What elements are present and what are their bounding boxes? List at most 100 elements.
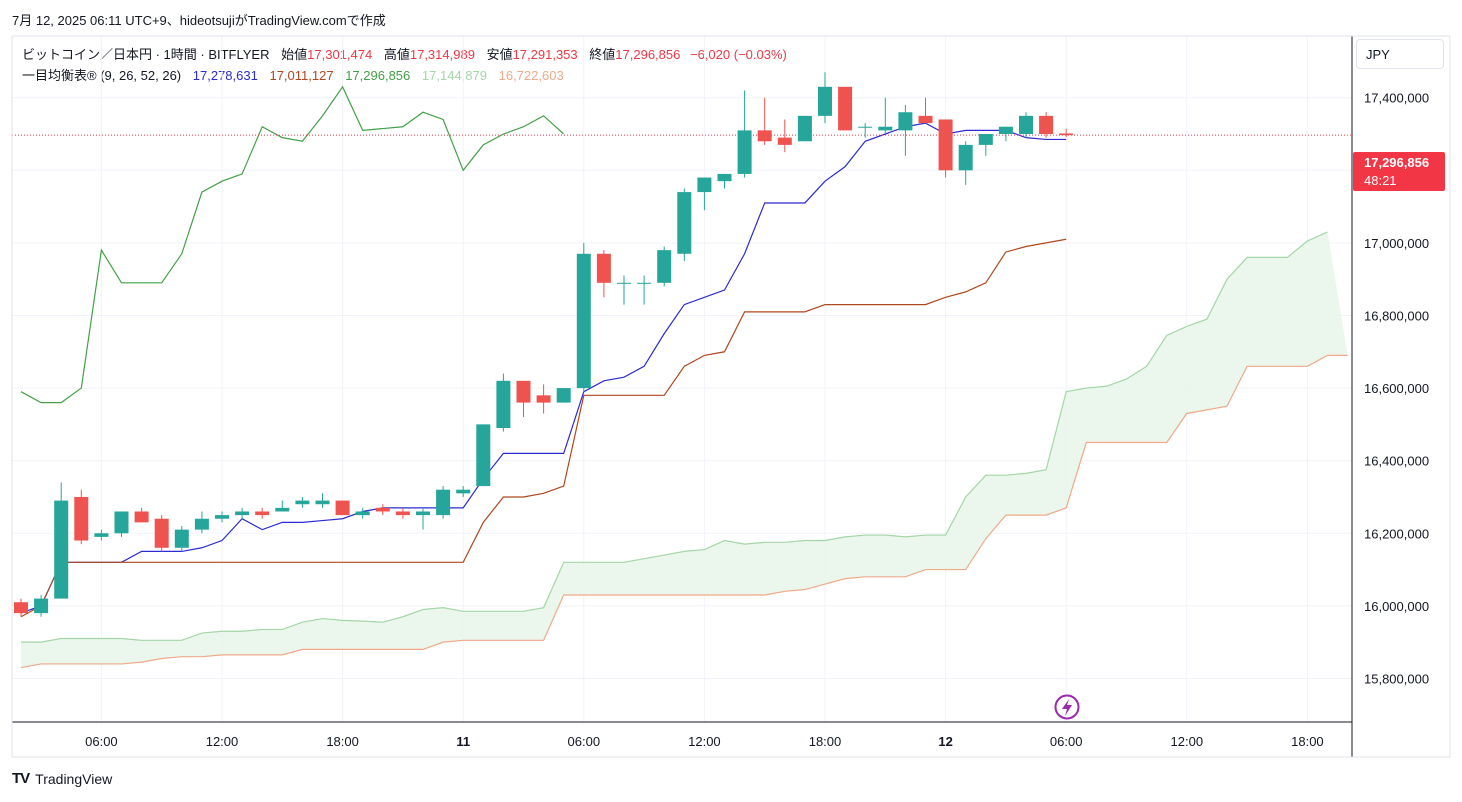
tenkan-value: 17,278,631 [192, 68, 258, 83]
axes [11, 35, 1451, 758]
candle-body [737, 130, 752, 174]
candle-body [717, 173, 732, 182]
time-tick-label: 06:00 [1050, 734, 1083, 749]
span-a-value: 17,144,879 [421, 68, 487, 83]
candle-body [617, 282, 631, 284]
candle-body [536, 395, 551, 403]
low-label: 安値 [486, 47, 513, 62]
chikou-value: 17,296,856 [345, 68, 411, 83]
low-value: 17,291,353 [512, 47, 578, 62]
candle-body [476, 424, 491, 487]
candle-body [858, 126, 873, 128]
candle-body [416, 511, 430, 516]
candle-body [114, 511, 129, 534]
open-value: 17,301,474 [307, 47, 373, 62]
candle-body [677, 192, 692, 254]
change-value: −6,020 (−0.03%) [690, 47, 787, 62]
high-value: 17,314,989 [409, 47, 475, 62]
candle-body [34, 598, 49, 614]
price-tick-label: 15,800,000 [1364, 671, 1429, 686]
last-price-tag-bg [1353, 152, 1445, 191]
close-value: 17,296,856 [615, 47, 681, 62]
time-axis[interactable]: 06:00 12:00 18:00 11 06:00 12:00 18:00 12 06:00 1… [85, 734, 1324, 749]
close-label: 終値 [589, 47, 616, 62]
candle-body [194, 518, 209, 530]
candle-body [74, 496, 89, 541]
candles [14, 72, 1074, 617]
candle-body [14, 602, 28, 614]
candle-body [315, 500, 330, 505]
candle-body [576, 253, 591, 389]
ichimoku-cloud [21, 232, 1348, 668]
candle-body [215, 515, 229, 519]
time-tick-label: 18:00 [809, 734, 842, 749]
indicator-row: 一目均衡表® (9, 26, 52, 26) 17,278,631 17,011… [22, 65, 787, 86]
time-tick-label: 18:00 [1291, 734, 1324, 749]
candle-body [516, 380, 531, 403]
chart-caption: 7月 12, 2025 06:11 UTC+9、hideotsujiがTradi… [12, 13, 386, 28]
candle-body [958, 144, 973, 171]
time-tick-label: 06:00 [568, 734, 601, 749]
candle-body [235, 511, 250, 516]
cloud-fill [21, 232, 1348, 668]
line-kijun [20, 238, 1067, 618]
candle-body [395, 511, 410, 516]
candle-body [757, 130, 772, 142]
price-axis[interactable]: 15,800,000 16,000,000 16,200,000 16,400,000… [1364, 91, 1429, 687]
candle-body [94, 533, 109, 537]
candle-body [556, 388, 571, 403]
currency-button[interactable]: JPY [1356, 39, 1444, 69]
price-chart[interactable]: 15,800,000 16,000,000 16,200,000 16,400,000… [0, 0, 1462, 760]
candle-body [174, 529, 189, 548]
line-spanb [20, 354, 1348, 669]
candle-body [998, 126, 1013, 134]
brand-name: TradingView [35, 770, 113, 787]
candle-body [637, 282, 652, 284]
high-label: 高値 [383, 47, 410, 62]
candle-body [255, 511, 270, 516]
candle-body [697, 177, 712, 193]
line-tenkan [20, 122, 1067, 614]
candle-body [938, 119, 953, 171]
footer-brand[interactable]: TV TradingView [12, 770, 112, 787]
grid-lines [12, 36, 1352, 722]
candle-body [878, 126, 893, 131]
candle-body [154, 518, 169, 548]
price-tick-label: 17,400,000 [1364, 91, 1429, 106]
price-tick-label: 16,000,000 [1364, 599, 1429, 614]
line-chikou [20, 85, 565, 404]
time-tick-label: 12 [938, 734, 952, 749]
candle-body [918, 115, 933, 124]
price-tick-label: 16,800,000 [1364, 308, 1429, 323]
lightning-icon[interactable] [1054, 694, 1080, 720]
indicator-name[interactable]: 一目均衡表® (9, 26, 52, 26) [22, 68, 182, 83]
candle-body [275, 507, 290, 512]
candle-body [898, 112, 913, 131]
candle-body [436, 489, 451, 516]
candle-body [838, 86, 853, 131]
candle-body [978, 134, 993, 145]
time-tick-label: 12:00 [1171, 734, 1204, 749]
indicator-lines [12, 85, 1352, 669]
candle-body [134, 511, 149, 523]
price-tick-label: 16,200,000 [1364, 526, 1429, 541]
symbol-label[interactable]: ビットコイン／日本円 · 1時間 · BITFLYER [22, 47, 270, 62]
candle-body [657, 250, 672, 283]
last-price-text: 17,296,856 [1364, 155, 1429, 170]
price-tick-label: 16,600,000 [1364, 381, 1429, 396]
candle-body [496, 380, 511, 428]
price-tick-label: 16,400,000 [1364, 454, 1429, 469]
time-tick-label: 12:00 [688, 734, 721, 749]
candle-body [797, 115, 812, 142]
countdown-text: 48:21 [1364, 173, 1397, 188]
candle-body [777, 137, 792, 145]
price-tick-label: 17,000,000 [1364, 236, 1429, 251]
tradingview-logo-icon: TV [12, 770, 30, 787]
time-tick-label: 11 [456, 734, 470, 749]
candle-body [335, 500, 350, 516]
time-tick-label: 18:00 [326, 734, 359, 749]
price-tick-label: 17,200,000 [1364, 163, 1429, 178]
candle-body [596, 253, 611, 283]
span-b-value: 16,722,603 [498, 68, 564, 83]
time-tick-label: 12:00 [206, 734, 239, 749]
